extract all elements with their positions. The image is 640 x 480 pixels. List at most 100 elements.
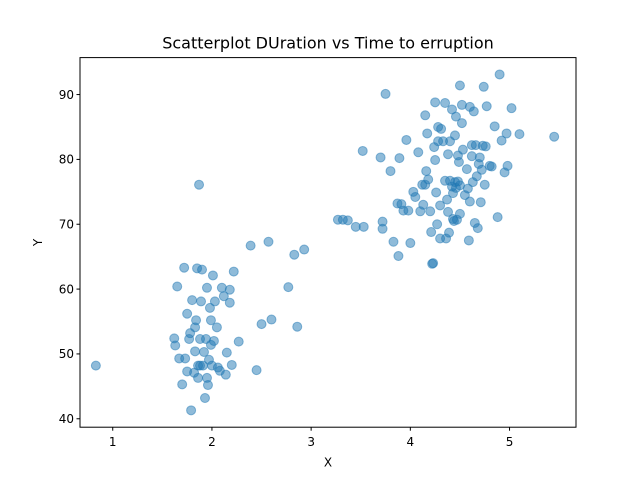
data-point [289,249,300,260]
data-point [457,144,468,155]
data-point [471,171,482,182]
data-point [292,321,303,332]
data-point [182,308,193,319]
data-point [177,379,188,390]
data-point [357,145,368,156]
data-point [393,251,404,262]
data-point [209,296,220,307]
data-point [405,238,416,249]
x-axis-ticks: 1 2 3 4 5 [109,427,513,449]
data-point [468,106,479,117]
data-point [342,215,353,226]
x-tick-label: 2 [208,435,216,449]
data-point [358,221,369,232]
data-point [461,164,472,175]
data-point [501,128,512,139]
data-point [454,80,465,91]
data-point [228,266,239,277]
data-point [436,123,447,134]
data-point [170,340,181,351]
data-point [199,393,210,404]
data-point [432,219,443,230]
data-point [224,297,235,308]
data-point [179,262,190,273]
data-point [385,166,396,177]
data-point [193,372,204,383]
data-point [172,281,183,292]
data-point [180,353,191,364]
chart-title: Scatterplot DUration vs Time to erruptio… [162,34,494,53]
data-point [463,235,474,246]
data-point [480,141,491,152]
data-point [486,161,497,172]
data-point [211,322,222,333]
data-point [481,101,492,112]
data-point [401,134,412,145]
data-point [90,360,101,371]
x-tick-label: 4 [407,435,415,449]
y-axis-label: Y [31,238,45,247]
data-point [207,270,218,281]
data-point [283,282,294,293]
data-point [444,227,455,238]
data-point [479,179,490,190]
data-point [420,110,431,121]
data-point [431,187,442,198]
x-axis-label: X [324,456,332,470]
data-point [443,149,454,160]
data-point [190,346,201,357]
y-tick-label: 50 [59,347,74,361]
plot-frame [79,57,577,428]
data-point [208,335,219,346]
data-point [492,212,503,223]
data-point [394,153,405,164]
data-point [299,244,310,255]
data-point [435,200,446,211]
data-point [377,223,388,234]
y-tick-label: 60 [59,282,74,296]
data-point [245,240,256,251]
data-point [514,129,525,140]
data-point [475,197,486,208]
data-point [423,174,434,185]
data-point [502,160,513,171]
data-point [443,206,454,217]
data-points [90,69,560,416]
data-point [440,97,451,108]
data-point [496,135,507,146]
data-point [449,130,460,141]
data-point [224,284,235,295]
data-point [186,405,197,416]
data-point [403,205,414,216]
data-point [263,236,274,247]
data-point [202,380,213,391]
data-point [197,264,208,275]
data-point [413,147,424,158]
data-point [256,319,267,330]
data-point [221,347,232,358]
data-point [226,359,237,370]
y-tick-label: 80 [59,153,74,167]
data-point [453,157,464,167]
data-point [456,118,467,129]
data-point [476,164,487,175]
data-point [380,88,391,99]
data-point [478,81,489,92]
data-point [472,223,483,234]
data-point [426,227,437,238]
data-point [388,236,399,247]
data-point [422,128,433,139]
data-point [266,314,277,325]
y-tick-label: 90 [59,88,74,102]
data-point [442,194,453,205]
data-point [194,179,205,190]
x-tick-label: 1 [109,435,117,449]
data-point [474,152,485,163]
data-point [450,111,461,122]
data-point [199,346,209,357]
data-point [418,199,429,210]
data-point [233,336,244,347]
data-point [464,196,475,207]
